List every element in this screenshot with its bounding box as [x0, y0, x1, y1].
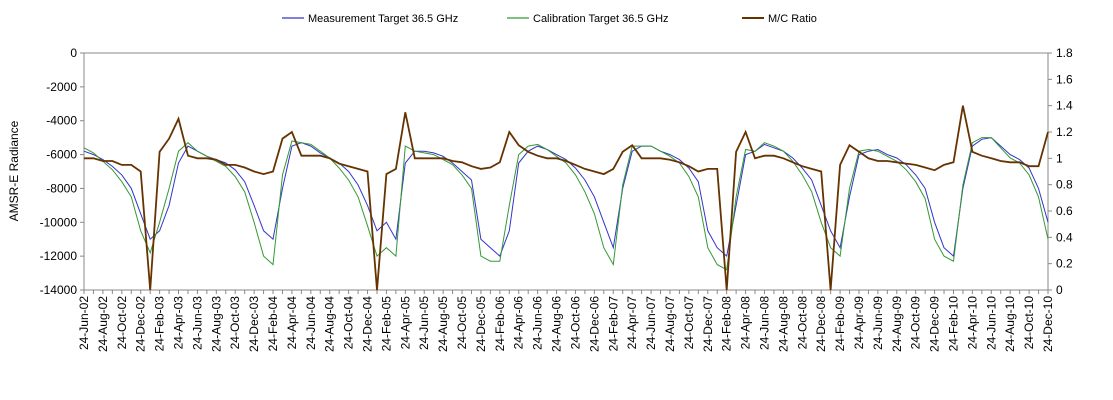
y2-tick-label: 1.4: [1056, 99, 1073, 113]
y-tick-label: -8000: [46, 181, 77, 195]
x-tick-label: 24-Dec-08: [814, 296, 828, 352]
legend-label: Calibration Target 36.5 GHz: [533, 13, 669, 25]
y-tick-label: 0: [70, 46, 77, 60]
x-tick-label: 24-Oct-04: [342, 296, 356, 350]
x-tick-label: 24-Dec-02: [134, 296, 148, 352]
x-tick-label: 24-Jun-05: [417, 296, 431, 350]
x-tick-label: 24-Oct-05: [455, 296, 469, 350]
x-tick-label: 24-Dec-04: [361, 296, 375, 352]
legend-label: Measurement Target 36.5 GHz: [308, 13, 458, 25]
series-line: [84, 105, 1049, 291]
x-tick-label: 24-Apr-08: [739, 296, 753, 350]
x-tick-label: 24-Dec-03: [247, 296, 261, 352]
x-tick-label: 24-Oct-08: [795, 296, 809, 350]
legend-label: M/C Ratio: [768, 13, 817, 25]
x-tick-label: 24-Aug-04: [323, 296, 337, 352]
x-tick-label: 24-Dec-09: [928, 296, 942, 352]
x-tick-label: 24-Jun-09: [871, 296, 885, 350]
y-tick-label: -4000: [46, 114, 77, 128]
x-tick-label: 24-Jun-02: [77, 296, 91, 350]
y-axis-label: AMSR-E Radiance: [7, 120, 21, 221]
y-tick-label: -12000: [40, 249, 78, 263]
x-tick-label: 24-Aug-02: [96, 296, 110, 352]
x-tick-label: 24-Jun-07: [644, 296, 658, 350]
y2-tick-label: 0.6: [1056, 204, 1073, 218]
x-tick-label: 24-Aug-10: [1003, 296, 1017, 352]
x-tick-label: 24-Oct-06: [568, 296, 582, 350]
x-tick-label: 24-Feb-03: [153, 296, 167, 352]
y-tick-label: -10000: [40, 215, 78, 229]
y2-tick-label: 1.2: [1056, 125, 1073, 139]
plot-area: [83, 52, 1049, 291]
x-tick-label: 24-Feb-06: [493, 296, 507, 352]
x-tick-label: 24-Jun-03: [190, 296, 204, 350]
x-tick-label: 24-Dec-06: [587, 296, 601, 352]
x-tick-label: 24-Apr-07: [625, 296, 639, 350]
x-tick-label: 24-Aug-08: [776, 296, 790, 352]
x-tick-label: 24-Feb-05: [379, 296, 393, 352]
x-tick-label: 24-Oct-03: [228, 296, 242, 350]
x-tick-label: 24-Oct-07: [682, 296, 696, 350]
x-tick-label: 24-Apr-05: [398, 296, 412, 350]
x-tick-label: 24-Dec-07: [701, 296, 715, 352]
x-tick-label: 24-Jun-10: [984, 296, 998, 350]
x-tick-label: 24-Feb-09: [833, 296, 847, 352]
x-tick-label: 24-Jun-08: [757, 296, 771, 350]
y-tick-label: -6000: [46, 148, 77, 162]
x-tick-label: 24-Aug-05: [436, 296, 450, 352]
series-line: [83, 137, 1049, 258]
y2-tick-label: 0.2: [1056, 257, 1073, 271]
y2-tick-label: 1.8: [1056, 46, 1073, 60]
x-tick-label: 24-Oct-10: [1022, 296, 1036, 350]
x-tick-label: 24-Jun-06: [531, 296, 545, 350]
x-tick-label: 24-Oct-02: [115, 296, 129, 350]
y2-tick-label: 0.4: [1056, 230, 1073, 244]
x-tick-label: 24-Jun-04: [304, 296, 318, 350]
x-tick-label: 24-Apr-09: [852, 296, 866, 350]
x-tick-label: 24-Aug-07: [663, 296, 677, 352]
x-tick-label: 24-Apr-03: [172, 296, 186, 350]
y-tick-label: -2000: [46, 80, 77, 94]
x-tick-label: 24-Oct-09: [909, 296, 923, 350]
x-tick-label: 24-Dec-10: [1041, 296, 1055, 352]
x-tick-label: 24-Feb-08: [720, 296, 734, 352]
y2-tick-label: 0.8: [1056, 178, 1073, 192]
y2-tick-label: 0: [1056, 283, 1063, 297]
x-tick-label: 24-Feb-10: [946, 296, 960, 352]
x-tick-label: 24-Dec-05: [474, 296, 488, 352]
x-tick-label: 24-Aug-09: [890, 296, 904, 352]
x-tick-label: 24-Apr-10: [965, 296, 979, 350]
x-tick-label: 24-Feb-07: [606, 296, 620, 352]
x-tick-label: 24-Feb-04: [266, 296, 280, 352]
y2-tick-label: 1.6: [1056, 72, 1073, 86]
y2-tick-label: 1: [1056, 151, 1063, 165]
x-tick-label: 24-Aug-06: [550, 296, 564, 352]
x-tick-label: 24-Aug-03: [209, 296, 223, 352]
y-tick-label: -14000: [40, 283, 78, 297]
x-tick-label: 24-Apr-04: [285, 296, 299, 350]
series-line: [83, 137, 1049, 271]
x-tick-label: 24-Apr-06: [512, 296, 526, 350]
